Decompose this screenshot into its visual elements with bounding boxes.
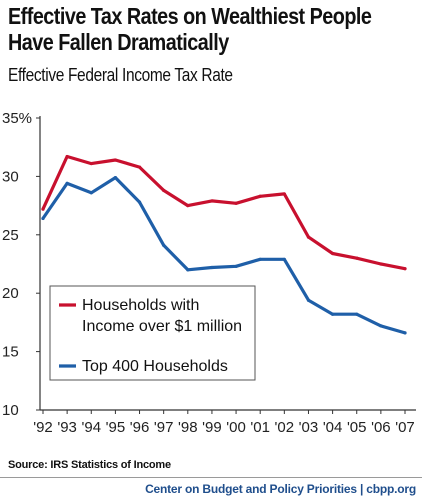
x-tick-label: '02 xyxy=(275,419,295,436)
data-point xyxy=(162,188,166,193)
y-tick-label: 35% xyxy=(2,110,32,127)
x-tick-label: '00 xyxy=(226,419,246,436)
data-point xyxy=(234,264,238,268)
data-point xyxy=(41,216,45,221)
x-tick-label: '94 xyxy=(81,419,101,436)
chart-subtitle: Effective Federal Income Tax Rate xyxy=(8,65,233,85)
data-point xyxy=(258,194,262,198)
source-note: Source: IRS Statistics of Income xyxy=(8,459,171,471)
data-point xyxy=(137,165,142,169)
y-tick-label: 30 xyxy=(2,168,19,185)
x-tick-label: '98 xyxy=(178,419,198,436)
data-point xyxy=(137,200,142,204)
legend-label: Households with xyxy=(82,297,199,314)
data-point xyxy=(41,207,45,211)
x-tick-label: '96 xyxy=(130,419,150,436)
legend-box xyxy=(49,285,256,381)
y-tick-label: 15 xyxy=(2,344,19,361)
data-point xyxy=(258,257,262,261)
footer-bar: Center on Budget and Policy Priorities |… xyxy=(0,477,422,497)
data-point xyxy=(210,199,214,203)
data-point xyxy=(355,312,359,316)
legend-label: Income over $1 million xyxy=(82,318,242,335)
data-point xyxy=(282,192,286,196)
data-point xyxy=(89,161,93,166)
series-line-0 xyxy=(41,154,407,271)
data-point xyxy=(379,324,383,328)
data-point xyxy=(234,201,238,205)
data-point xyxy=(331,251,335,256)
x-tick-label: '04 xyxy=(323,419,343,436)
x-tick-label: '95 xyxy=(106,419,126,436)
axes: 35% 30 25 20 15 10 '92'93'94 '95'96'97'98'99'00… xyxy=(2,110,416,436)
data-point xyxy=(306,235,311,239)
data-point xyxy=(355,256,359,260)
data-point xyxy=(89,191,93,195)
chart-title-line-2: Have Fallen Dramatically xyxy=(8,29,229,55)
data-point xyxy=(113,175,117,180)
data-point xyxy=(379,262,383,266)
data-point xyxy=(65,154,69,159)
data-point xyxy=(162,243,166,247)
x-tick-label: '03 xyxy=(299,419,319,436)
data-point xyxy=(306,298,311,302)
data-point xyxy=(65,181,69,186)
data-point xyxy=(282,257,286,261)
data-point xyxy=(403,267,407,271)
footer-credit: Center on Budget and Policy Priorities |… xyxy=(145,482,416,496)
y-tick-label: 10 xyxy=(2,402,19,419)
x-tick-label: '01 xyxy=(250,419,270,436)
data-point xyxy=(113,158,117,162)
data-point xyxy=(210,265,214,270)
data-point xyxy=(186,268,190,272)
x-tick-label: '92 xyxy=(33,419,53,436)
x-tick-label: '06 xyxy=(371,419,391,436)
x-tick-label: '05 xyxy=(347,419,367,436)
x-tick-label: '97 xyxy=(154,419,174,436)
y-tick-label: 25 xyxy=(2,227,19,244)
data-point xyxy=(403,331,407,335)
data-point xyxy=(186,204,190,208)
data-point xyxy=(331,312,335,316)
legend: Households with Income over $1 million Top… xyxy=(49,285,256,381)
x-tick-label: '99 xyxy=(202,419,222,436)
y-tick-label: 20 xyxy=(2,285,19,302)
chart-title: Effective Tax Rates on Wealthiest People… xyxy=(8,3,372,55)
legend-label: Top 400 Households xyxy=(82,358,228,375)
chart-title-line-1: Effective Tax Rates on Wealthiest People xyxy=(8,3,372,29)
x-tick-label: '93 xyxy=(57,419,77,436)
x-tick-label: '07 xyxy=(395,419,415,436)
series-line-1 xyxy=(41,176,407,335)
series-lines xyxy=(41,154,407,335)
